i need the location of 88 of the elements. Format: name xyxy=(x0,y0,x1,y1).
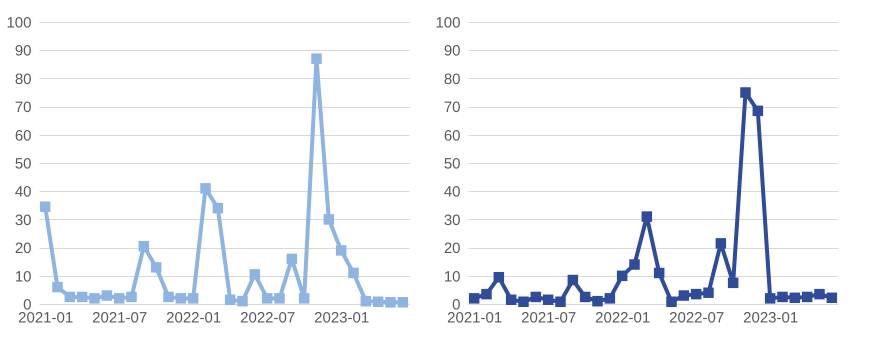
y-tick-label: 90 xyxy=(14,42,32,60)
point xyxy=(274,293,285,304)
point xyxy=(138,240,150,252)
point xyxy=(654,268,664,278)
point xyxy=(126,292,137,302)
point xyxy=(616,270,628,282)
point xyxy=(360,296,372,306)
point xyxy=(802,292,812,302)
y-tick-label: 80 xyxy=(14,70,32,88)
point xyxy=(188,293,198,304)
y-tick-label: 30 xyxy=(14,212,32,229)
point xyxy=(703,287,714,298)
point xyxy=(542,294,554,306)
x-tick-label: 2022-01 xyxy=(595,310,650,326)
point xyxy=(262,293,272,304)
y-tick-label: 100 xyxy=(6,14,32,32)
point xyxy=(740,87,751,98)
y-tick-label: 80 xyxy=(444,70,460,88)
y-tick-label: 20 xyxy=(444,240,460,258)
point xyxy=(530,292,542,302)
point xyxy=(348,268,359,278)
point xyxy=(224,294,236,306)
point xyxy=(64,292,76,302)
x-tick-label: 2022-07 xyxy=(669,310,724,326)
y-tick-label: 70 xyxy=(14,99,32,116)
point xyxy=(150,262,162,273)
point xyxy=(114,293,124,304)
point xyxy=(568,274,578,286)
x-tick-label: 2022-07 xyxy=(240,310,296,326)
point xyxy=(690,288,702,300)
point xyxy=(518,296,529,307)
point xyxy=(89,293,100,304)
point xyxy=(814,288,825,300)
point xyxy=(481,288,492,300)
point xyxy=(790,292,800,304)
point xyxy=(237,296,248,306)
point xyxy=(398,297,408,308)
y-tick-label: 40 xyxy=(14,184,32,201)
y-tick-label: 90 xyxy=(444,42,460,60)
x-tick-label: 2021-07 xyxy=(521,310,576,326)
point xyxy=(324,214,334,225)
point xyxy=(212,202,224,214)
x-tick-label: 2023-01 xyxy=(314,310,370,326)
point xyxy=(592,296,603,306)
point xyxy=(250,269,260,280)
point xyxy=(385,297,396,308)
point xyxy=(163,292,174,302)
point xyxy=(336,245,346,256)
point xyxy=(200,183,211,194)
point xyxy=(468,293,480,304)
point xyxy=(678,290,690,301)
y-tick-label: 50 xyxy=(444,156,460,172)
point xyxy=(298,293,310,304)
point xyxy=(40,201,50,212)
point xyxy=(764,293,776,304)
y-tick-label: 60 xyxy=(14,127,32,144)
point xyxy=(372,296,384,307)
point xyxy=(176,293,186,304)
point xyxy=(642,211,652,222)
point xyxy=(752,106,764,116)
point xyxy=(555,296,566,307)
point xyxy=(286,254,298,264)
y-tick-label: 60 xyxy=(444,127,460,144)
point xyxy=(76,292,88,302)
point xyxy=(629,259,640,270)
point xyxy=(716,238,726,249)
point xyxy=(604,293,616,304)
x-tick-label: 2022-01 xyxy=(166,310,222,326)
y-tick-label: 10 xyxy=(444,268,460,286)
y-tick-label: 20 xyxy=(14,240,32,258)
point xyxy=(666,296,677,307)
point xyxy=(728,278,738,288)
point xyxy=(777,292,788,302)
x-tick-label: 2023-01 xyxy=(743,310,798,326)
y-tick-label: 10 xyxy=(14,268,32,286)
point xyxy=(102,290,112,301)
point xyxy=(826,292,838,304)
x-tick-label: 2021-07 xyxy=(92,310,148,326)
point xyxy=(580,292,590,302)
point xyxy=(494,272,504,282)
point xyxy=(506,294,516,306)
y-tick-label: 70 xyxy=(444,99,460,116)
y-tick-label: 100 xyxy=(435,14,460,32)
y-tick-label: 30 xyxy=(444,212,460,229)
point xyxy=(311,53,322,64)
point xyxy=(52,282,63,292)
y-tick-label: 40 xyxy=(444,184,460,201)
y-tick-label: 50 xyxy=(14,156,32,172)
